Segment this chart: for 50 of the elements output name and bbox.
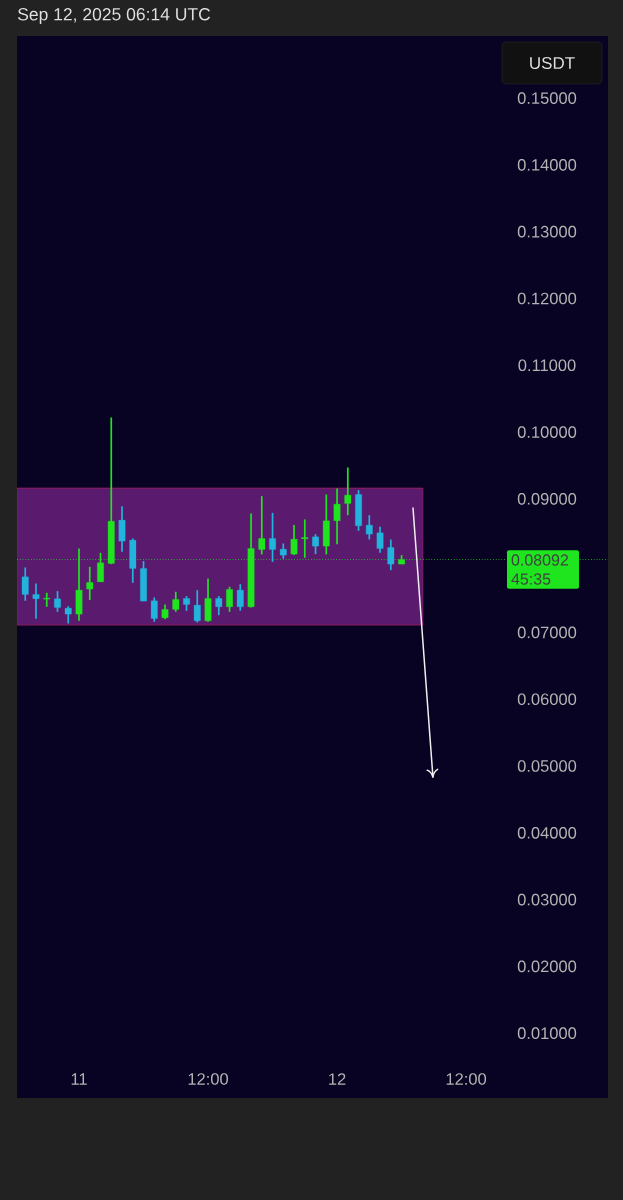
y-tick-label: 0.02000 bbox=[517, 960, 577, 973]
candlestick bbox=[290, 524, 298, 556]
candlestick bbox=[236, 583, 244, 612]
y-axis-title: USDT bbox=[530, 56, 575, 70]
y-tick-label: 0.05000 bbox=[517, 760, 577, 772]
y-tick-label: 0.06000 bbox=[517, 693, 577, 706]
ref-line-label: 0.08092 45:35 bbox=[511, 554, 568, 585]
candlestick bbox=[43, 591, 51, 608]
y-tick-label: 0.13000 bbox=[517, 225, 577, 238]
y-tick-label: 0.09000 bbox=[517, 493, 577, 505]
candlestick bbox=[32, 582, 40, 620]
x-tick-label: 12 bbox=[329, 1073, 346, 1085]
candlestick bbox=[140, 560, 147, 602]
y-tick-label: 0.12000 bbox=[517, 292, 577, 305]
chart-title: Sep 12, 2025 06:14 UTC bbox=[18, 8, 211, 24]
candlestick bbox=[376, 525, 384, 554]
y-tick-label: 0.11000 bbox=[518, 359, 576, 372]
candlestick bbox=[215, 595, 223, 616]
candlestick bbox=[355, 489, 362, 532]
y-tick-label: 0.04000 bbox=[517, 826, 577, 839]
candlestick bbox=[118, 505, 126, 553]
y-tick-label: 0.14000 bbox=[517, 159, 577, 171]
candlestick bbox=[322, 493, 330, 556]
candlestick bbox=[64, 605, 72, 625]
y-tick-label: 0.03000 bbox=[517, 893, 577, 906]
candlestick bbox=[333, 487, 341, 545]
candlestick bbox=[269, 511, 276, 563]
candlestick bbox=[258, 495, 266, 556]
candlestick bbox=[312, 533, 319, 555]
y-tick-label: 0.10000 bbox=[517, 426, 577, 438]
y-tick-label: 0.15000 bbox=[517, 92, 577, 104]
candlestick bbox=[193, 589, 201, 624]
x-tick-label: 11 bbox=[71, 1073, 87, 1085]
candlestick bbox=[86, 565, 94, 601]
candlestick bbox=[172, 590, 180, 613]
x-tick-label: 12:00 bbox=[446, 1073, 487, 1085]
candlestick bbox=[226, 585, 233, 613]
candlestick bbox=[150, 596, 158, 623]
candlestick bbox=[21, 566, 29, 602]
y-tick-label: 0.01000 bbox=[517, 1027, 577, 1040]
candlestick bbox=[344, 466, 352, 517]
candlestick bbox=[204, 577, 212, 623]
x-tick-label: 12:00 bbox=[188, 1073, 229, 1085]
candlestick bbox=[161, 603, 169, 621]
candlestick bbox=[129, 537, 137, 584]
candlestick bbox=[54, 590, 61, 613]
y-tick-label: 0.07000 bbox=[517, 626, 577, 639]
candlestick bbox=[365, 514, 373, 541]
candlestick bbox=[279, 542, 287, 560]
candlestick bbox=[387, 538, 395, 571]
